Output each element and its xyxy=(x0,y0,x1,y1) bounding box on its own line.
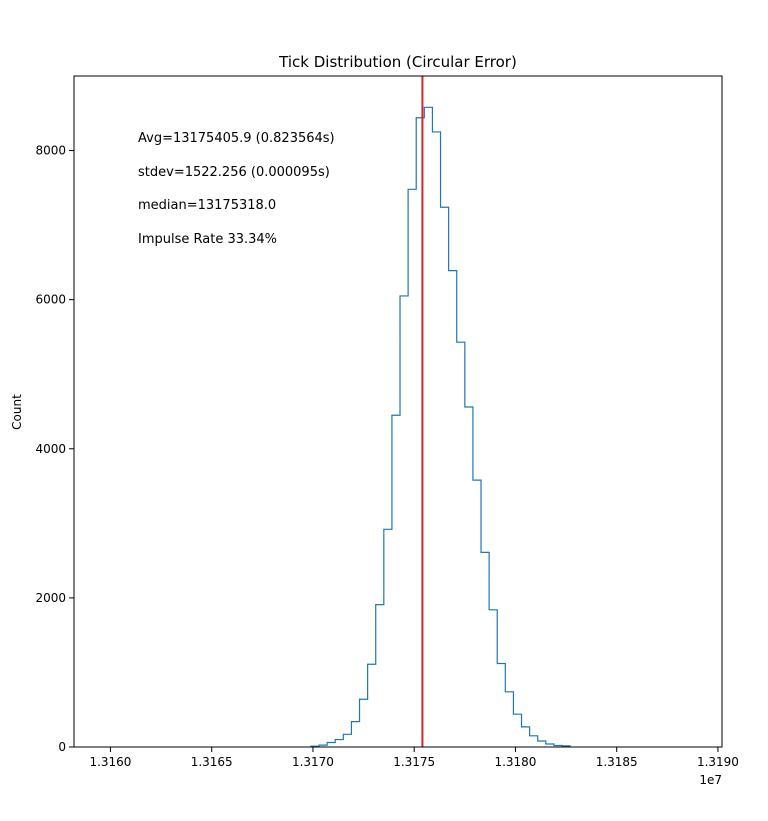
y-tick-label: 6000 xyxy=(35,293,66,307)
histogram-bin xyxy=(360,699,368,747)
histogram-bin xyxy=(327,743,335,747)
histogram-bin xyxy=(513,714,521,747)
histogram-bin xyxy=(473,480,481,747)
y-tick-label: 8000 xyxy=(35,144,66,158)
x-tick-label: 1.3185 xyxy=(596,755,638,769)
x-tick-label: 1.3190 xyxy=(697,755,739,769)
histogram-bin xyxy=(432,132,440,747)
histogram-bin xyxy=(538,741,546,747)
y-axis: 0 2000 4000 6000 8000 xyxy=(35,144,74,754)
x-tick-label: 1.3180 xyxy=(494,755,536,769)
histogram-bin xyxy=(481,552,489,747)
histogram-step-line xyxy=(310,106,571,747)
histogram-bin xyxy=(368,664,376,747)
histogram-bin xyxy=(530,736,538,747)
annotation-text: median=13175318.0 xyxy=(138,198,276,213)
histogram-bin xyxy=(457,342,465,747)
histogram-bin xyxy=(441,207,449,747)
x-axis: 1.3160 1.3165 1.3170 1.3175 1.3180 1.3185 1.31… xyxy=(89,747,739,769)
x-tick-label: 1.3170 xyxy=(292,755,334,769)
histogram-bin xyxy=(465,407,473,747)
x-tick-label: 1.3165 xyxy=(191,755,233,769)
histogram-bin xyxy=(343,734,351,747)
histogram-bin xyxy=(497,663,505,747)
x-axis-offset-label: 1e7 xyxy=(699,773,722,787)
histogram-bin xyxy=(335,740,343,747)
histogram-bin xyxy=(392,415,400,747)
annotation-block: Avg=13175405.9 (0.823564s) stdev=1522.256… xyxy=(138,131,335,247)
x-tick-label: 1.3160 xyxy=(89,755,131,769)
chart-title: Tick Distribution (Circular Error) xyxy=(278,53,517,71)
x-tick-label: 1.3175 xyxy=(393,755,435,769)
histogram-bin xyxy=(376,605,384,747)
plot-frame xyxy=(73,75,723,748)
histogram-bin xyxy=(489,610,497,747)
annotation-text: stdev=1522.256 (0.000095s) xyxy=(138,165,330,180)
histogram-bin xyxy=(505,692,513,747)
histogram-bin xyxy=(400,296,408,747)
histogram-bin xyxy=(351,722,359,747)
histogram-bin xyxy=(449,271,457,747)
y-tick-label: 0 xyxy=(58,740,66,754)
histogram-bin xyxy=(522,727,530,747)
y-tick-label: 2000 xyxy=(35,591,66,605)
histogram-bin xyxy=(408,189,416,747)
annotation-text: Avg=13175405.9 (0.823564s) xyxy=(138,131,335,146)
y-axis-label: Count xyxy=(10,394,24,430)
annotation-text: Impulse Rate 33.34% xyxy=(138,232,277,247)
histogram-bin xyxy=(384,529,392,747)
y-tick-label: 4000 xyxy=(35,442,66,456)
histogram-bin xyxy=(424,107,432,747)
